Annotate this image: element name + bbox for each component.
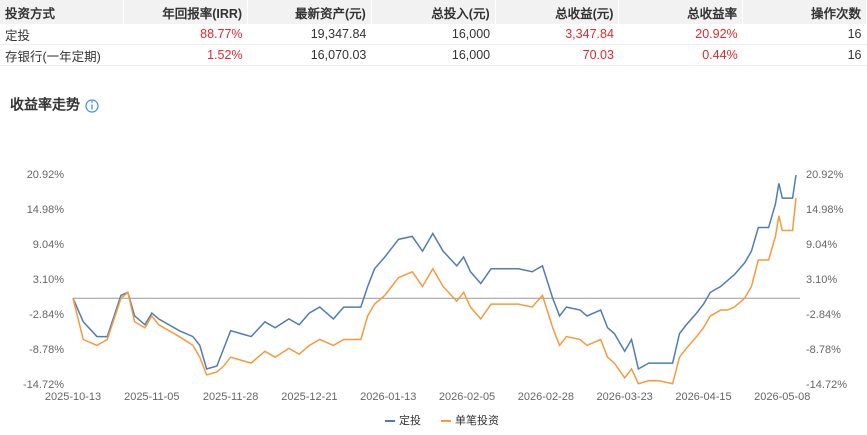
table-cell: 1.52% <box>123 44 248 66</box>
column-header: 总投入(元) <box>371 0 496 24</box>
x-tick-label: 2026-02-28 <box>518 391 574 403</box>
y2-tick-label: -8.78% <box>806 344 841 356</box>
y-tick-label: 14.98% <box>27 204 65 216</box>
column-header: 总收益(元) <box>495 0 620 24</box>
table-cell: 16,000 <box>371 24 496 45</box>
column-header: 年回报率(IRR) <box>123 0 249 24</box>
column-header: 总收益率 <box>618 0 744 24</box>
y2-tick-label: -14.72% <box>806 379 847 391</box>
legend: 定投 单笔投资 <box>385 413 499 427</box>
column-header: 最新资产(元) <box>247 0 372 24</box>
table-row: 存银行(一年定期) 1.52% 16,070.03 16,000 70.03 0.44% 1… <box>0 44 867 66</box>
table-row: 定投 88.77% 19,347.84 16,000 3,347.84 20.92% 16 <box>0 24 867 45</box>
chart-title: 收益率走势 <box>10 97 80 113</box>
x-tick-label: 2025-11-28 <box>203 391 258 403</box>
y2-tick-label: 20.92% <box>806 169 844 181</box>
table-cell: 定投 <box>0 24 124 45</box>
y2-tick-label: 14.98% <box>806 204 844 216</box>
x-tick-label: 2025-11-05 <box>124 391 179 403</box>
summary-table: 投资方式 年回报率(IRR) 最新资产(元) 总投入(元) 总收益(元) 总收益率 操作次数… <box>0 0 867 66</box>
table-cell: 16 <box>742 44 867 66</box>
y-tick-label: -8.78% <box>29 344 64 356</box>
column-header: 投资方式 <box>0 0 125 24</box>
x-tick-label: 2026-04-15 <box>675 391 731 403</box>
legend-label: 单笔投资 <box>455 413 499 427</box>
series-line <box>72 174 797 371</box>
x-tick-label: 2026-02-05 <box>439 391 495 403</box>
table-cell: 20.92% <box>618 24 743 45</box>
table-header: 投资方式 年回报率(IRR) 最新资产(元) 总投入(元) 总收益(元) 总收益率 操作次数 <box>0 0 867 24</box>
legend-label: 定投 <box>399 413 421 427</box>
table-cell: 70.03 <box>495 44 619 66</box>
table-cell: 0.44% <box>618 44 743 66</box>
column-header: 操作次数 <box>742 0 867 24</box>
x-tick-label: 2026-01-13 <box>360 391 416 403</box>
table-cell: 16 <box>742 24 867 45</box>
x-tick-label: 2025-12-21 <box>281 391 337 403</box>
table-cell: 16,070.03 <box>247 44 372 66</box>
y-tick-label: 3.10% <box>33 274 64 286</box>
y2-tick-label: 9.04% <box>806 239 837 251</box>
table-cell: 存银行(一年定期) <box>0 44 124 66</box>
y-tick-label: -14.72% <box>23 379 64 391</box>
y2-tick-label: 3.10% <box>806 274 837 286</box>
y-tick-label: 20.92% <box>27 169 65 181</box>
series-line <box>72 198 797 385</box>
table-cell: 16,000 <box>371 44 496 66</box>
table-cell: 88.77% <box>123 24 248 45</box>
y-tick-label: -2.84% <box>29 309 64 321</box>
table-body: 定投 88.77% 19,347.84 16,000 3,347.84 20.92% 16 存… <box>0 24 867 66</box>
info-icon[interactable] <box>85 99 99 113</box>
table-cell: 19,347.84 <box>247 24 372 45</box>
y-tick-label: 9.04% <box>33 239 64 251</box>
y2-tick-label: -2.84% <box>806 309 841 321</box>
x-tick-label: 2026-03-23 <box>597 391 653 403</box>
x-tick-label: 2025-10-13 <box>45 391 101 403</box>
x-tick-label: 2026-05-08 <box>754 391 810 403</box>
table-cell: 3,347.84 <box>495 24 619 45</box>
chart: 收益率走势 -14.72% -14.72% -8.78% -8.78% -2.84% -2… <box>10 97 847 427</box>
